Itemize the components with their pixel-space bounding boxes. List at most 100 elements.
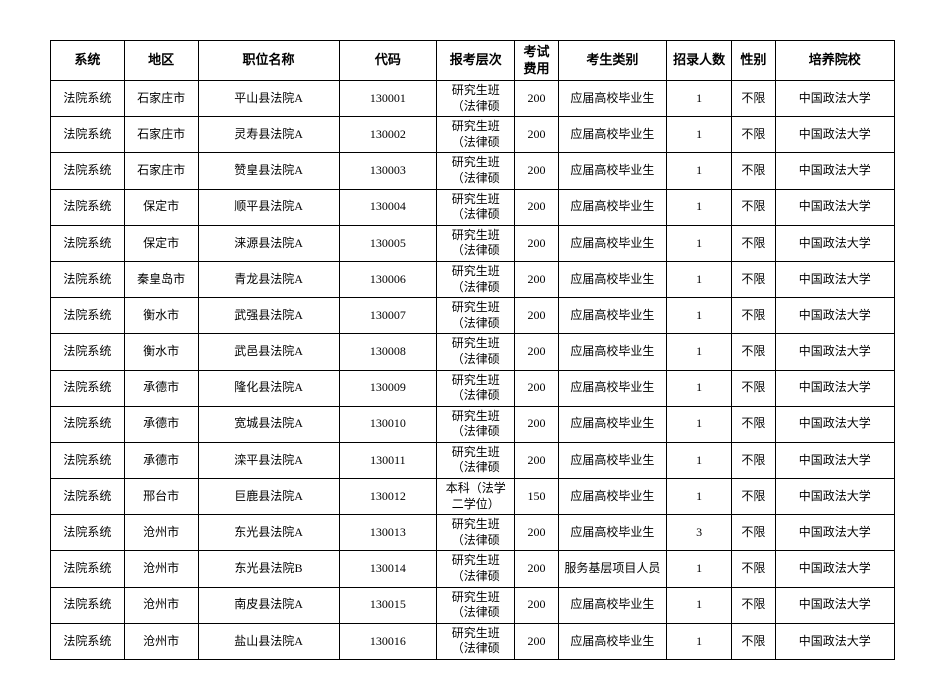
table-row: 法院系统秦皇岛市青龙县法院A130006研究生班（法律硕200应届高校毕业生1不… [51,261,895,297]
cell-count: 1 [667,189,732,225]
col-header-cat: 考生类别 [558,41,666,81]
cell-gender: 不限 [732,406,775,442]
cell-position: 涞源县法院A [198,225,339,261]
cell-system: 法院系统 [51,515,125,551]
cell-school: 中国政法大学 [775,370,894,406]
cell-school: 中国政法大学 [775,587,894,623]
col-header-count: 招录人数 [667,41,732,81]
cell-cat: 应届高校毕业生 [558,479,666,515]
cell-fee: 200 [515,189,558,225]
cell-region: 保定市 [124,189,198,225]
col-header-region: 地区 [124,41,198,81]
cell-cat: 应届高校毕业生 [558,153,666,189]
cell-position: 武强县法院A [198,298,339,334]
cell-system: 法院系统 [51,298,125,334]
cell-level: 研究生班（法律硕 [437,370,515,406]
cell-code: 130014 [339,551,437,587]
cell-count: 1 [667,225,732,261]
table-row: 法院系统沧州市盐山县法院A130016研究生班（法律硕200应届高校毕业生1不限… [51,623,895,659]
cell-gender: 不限 [732,515,775,551]
cell-count: 1 [667,117,732,153]
cell-region: 衡水市 [124,334,198,370]
recruitment-table: 系统地区职位名称代码报考层次考试费用考生类别招录人数性别培养院校 法院系统石家庄… [50,40,895,660]
cell-system: 法院系统 [51,225,125,261]
cell-fee: 200 [515,370,558,406]
cell-system: 法院系统 [51,261,125,297]
cell-cat: 应届高校毕业生 [558,515,666,551]
table-row: 法院系统承德市宽城县法院A130010研究生班（法律硕200应届高校毕业生1不限… [51,406,895,442]
cell-school: 中国政法大学 [775,153,894,189]
cell-gender: 不限 [732,117,775,153]
cell-code: 130008 [339,334,437,370]
cell-system: 法院系统 [51,370,125,406]
cell-count: 1 [667,551,732,587]
cell-position: 巨鹿县法院A [198,479,339,515]
table-row: 法院系统沧州市南皮县法院A130015研究生班（法律硕200应届高校毕业生1不限… [51,587,895,623]
cell-level: 研究生班（法律硕 [437,406,515,442]
cell-fee: 200 [515,587,558,623]
cell-school: 中国政法大学 [775,479,894,515]
cell-count: 1 [667,587,732,623]
cell-cat: 应届高校毕业生 [558,442,666,478]
cell-count: 1 [667,442,732,478]
cell-fee: 200 [515,515,558,551]
cell-cat: 应届高校毕业生 [558,298,666,334]
col-header-system: 系统 [51,41,125,81]
cell-gender: 不限 [732,153,775,189]
cell-gender: 不限 [732,334,775,370]
table-row: 法院系统石家庄市赞皇县法院A130003研究生班（法律硕200应届高校毕业生1不… [51,153,895,189]
col-header-level: 报考层次 [437,41,515,81]
cell-level: 研究生班（法律硕 [437,81,515,117]
cell-school: 中国政法大学 [775,551,894,587]
cell-gender: 不限 [732,189,775,225]
cell-region: 承德市 [124,406,198,442]
cell-cat: 应届高校毕业生 [558,406,666,442]
cell-region: 邢台市 [124,479,198,515]
table-row: 法院系统承德市滦平县法院A130011研究生班（法律硕200应届高校毕业生1不限… [51,442,895,478]
cell-region: 承德市 [124,442,198,478]
cell-school: 中国政法大学 [775,406,894,442]
cell-position: 赞皇县法院A [198,153,339,189]
cell-region: 石家庄市 [124,153,198,189]
cell-cat: 应届高校毕业生 [558,334,666,370]
cell-code: 130011 [339,442,437,478]
cell-position: 武邑县法院A [198,334,339,370]
cell-region: 沧州市 [124,587,198,623]
cell-school: 中国政法大学 [775,623,894,659]
cell-gender: 不限 [732,442,775,478]
table-row: 法院系统石家庄市灵寿县法院A130002研究生班（法律硕200应届高校毕业生1不… [51,117,895,153]
cell-position: 东光县法院B [198,551,339,587]
cell-region: 秦皇岛市 [124,261,198,297]
cell-gender: 不限 [732,587,775,623]
cell-code: 130007 [339,298,437,334]
cell-code: 130004 [339,189,437,225]
cell-position: 平山县法院A [198,81,339,117]
cell-region: 石家庄市 [124,81,198,117]
col-header-gender: 性别 [732,41,775,81]
cell-fee: 200 [515,261,558,297]
cell-school: 中国政法大学 [775,442,894,478]
cell-position: 滦平县法院A [198,442,339,478]
cell-fee: 200 [515,334,558,370]
cell-level: 研究生班（法律硕 [437,298,515,334]
cell-count: 1 [667,298,732,334]
cell-cat: 服务基层项目人员 [558,551,666,587]
cell-region: 保定市 [124,225,198,261]
cell-level: 研究生班（法律硕 [437,551,515,587]
cell-school: 中国政法大学 [775,261,894,297]
cell-region: 沧州市 [124,623,198,659]
cell-level: 研究生班（法律硕 [437,153,515,189]
cell-region: 石家庄市 [124,117,198,153]
col-header-school: 培养院校 [775,41,894,81]
cell-system: 法院系统 [51,442,125,478]
cell-gender: 不限 [732,81,775,117]
cell-fee: 200 [515,153,558,189]
cell-count: 3 [667,515,732,551]
cell-count: 1 [667,334,732,370]
cell-gender: 不限 [732,261,775,297]
table-row: 法院系统承德市隆化县法院A130009研究生班（法律硕200应届高校毕业生1不限… [51,370,895,406]
cell-level: 研究生班（法律硕 [437,261,515,297]
cell-code: 130006 [339,261,437,297]
cell-cat: 应届高校毕业生 [558,189,666,225]
cell-fee: 200 [515,442,558,478]
